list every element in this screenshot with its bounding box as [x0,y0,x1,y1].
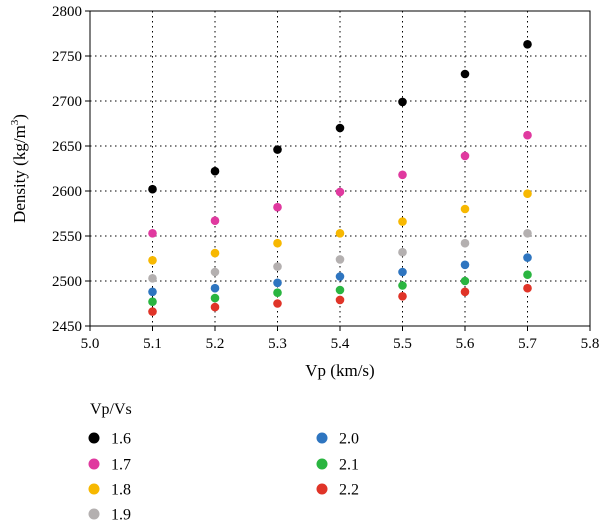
legend-label: 2.0 [339,431,359,448]
y-tick-label: 2450 [52,319,82,335]
data-point-vpvs-1-8 [210,248,220,258]
data-point-vpvs-1-6 [210,166,220,176]
data-point-vpvs-2-0 [398,267,407,277]
data-point-vpvs-2-1 [335,285,345,295]
data-point-vpvs-1-9 [335,255,345,264]
x-tick-label: 5.5 [393,336,412,352]
data-point-vpvs-1-8 [335,229,345,238]
data-point-vpvs-2-1 [460,276,470,286]
data-point-vpvs-2-2 [210,302,220,312]
legend-label: 1.9 [111,507,131,524]
y-tick-label: 2750 [52,49,82,65]
legend-marker [88,432,100,444]
data-point-vpvs-1-9 [273,262,282,271]
y-tick-label: 2800 [52,4,82,20]
data-point-vpvs-1-8 [523,189,532,198]
data-point-vpvs-1-7 [335,187,345,197]
x-tick-label: 5.8 [581,336,600,352]
data-point-vpvs-2-1 [523,270,532,280]
y-axis-title-main: Density (kg/m [10,125,29,223]
data-point-vpvs-2-2 [335,295,345,305]
data-point-vpvs-1-6 [148,184,157,194]
data-point-vpvs-1-6 [460,69,470,79]
data-point-vpvs-2-0 [523,253,532,262]
legend-marker [316,483,328,495]
y-tick-label: 2500 [52,274,82,290]
legend-marker [88,508,100,520]
y-tick-label: 2700 [52,94,82,110]
y-tick-label: 2550 [52,229,82,245]
x-tick-label: 5.1 [143,336,162,352]
x-axis-title: Vp (km/s) [305,361,374,380]
legend-marker [316,458,328,470]
data-point-vpvs-1-6 [523,40,532,49]
x-tick-label: 5.0 [81,336,100,352]
x-tick-label: 5.4 [331,336,350,352]
data-point-vpvs-1-6 [273,145,282,154]
data-point-vpvs-1-9 [148,274,157,283]
data-point-vpvs-1-8 [148,255,157,265]
legend-marker [88,483,100,495]
legend-label: 2.2 [339,482,359,499]
data-point-vpvs-1-8 [398,217,407,226]
legend-label: 2.1 [339,457,359,474]
data-point-vpvs-1-7 [273,202,282,212]
legend: Vp/Vs 1.6 1.7 1.8 1.9 2.0 2.1 2.2 [88,401,359,524]
data-point-vpvs-2-2 [523,283,532,293]
x-tick-label: 5.3 [268,336,287,352]
data-point-vpvs-2-2 [148,307,157,316]
legend-label: 1.8 [111,482,131,499]
data-point-vpvs-1-6 [335,123,345,133]
data-point-vpvs-2-1 [210,293,220,303]
x-tick-label: 5.6 [456,336,475,352]
y-axis-title: Density (kg/m3) [9,114,29,223]
data-point-vpvs-2-2 [398,292,407,301]
data-point-vpvs-2-1 [273,288,282,298]
data-point-vpvs-2-1 [398,281,407,290]
data-point-vpvs-2-0 [210,283,220,293]
data-points [148,40,532,316]
data-point-vpvs-1-9 [523,229,532,238]
data-point-vpvs-1-7 [523,130,532,140]
x-tick-label: 5.7 [518,336,537,352]
data-point-vpvs-2-1 [148,297,157,307]
data-point-vpvs-1-7 [148,229,157,238]
data-point-vpvs-1-6 [398,97,407,107]
x-tick-label: 5.2 [206,336,225,352]
y-tick-label: 2600 [52,184,82,200]
data-point-vpvs-1-7 [460,151,470,161]
legend-marker [88,458,100,470]
data-point-vpvs-1-9 [460,238,470,248]
data-point-vpvs-1-8 [273,238,282,248]
y-axis-title-close: ) [10,114,29,120]
data-point-vpvs-1-9 [210,267,220,277]
data-point-vpvs-2-0 [335,272,345,281]
y-axis-title-superscript: 3 [9,119,21,125]
legend-title: Vp/Vs [90,401,132,418]
y-tick-label: 2650 [52,139,82,155]
data-point-vpvs-2-0 [460,260,470,270]
legend-marker [316,432,328,444]
legend-label: 1.7 [111,457,131,474]
data-point-vpvs-2-2 [460,287,470,297]
legend-label: 1.6 [111,431,131,448]
data-point-vpvs-2-0 [148,287,157,297]
data-point-vpvs-2-2 [273,299,282,308]
data-point-vpvs-1-7 [210,216,220,225]
data-point-vpvs-1-8 [460,204,470,214]
data-point-vpvs-1-9 [398,247,407,257]
axes: 5.0 5.1 5.2 5.3 5.4 5.5 5.6 5.7 5.8 2450 2500 2550 2… [9,4,599,380]
data-point-vpvs-1-7 [398,170,407,180]
data-point-vpvs-2-0 [273,278,282,288]
